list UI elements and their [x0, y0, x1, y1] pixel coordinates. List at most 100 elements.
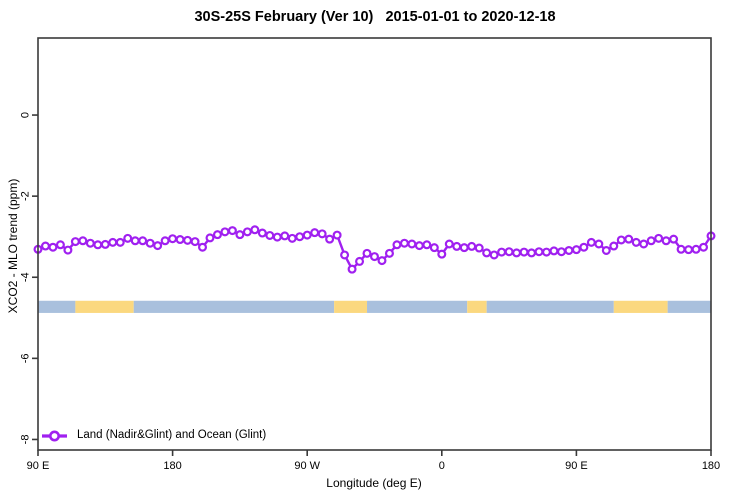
data-point: [40, 241, 50, 251]
data-point: [115, 237, 125, 247]
data-point: [265, 230, 275, 240]
data-point: [295, 232, 305, 242]
data-point: [549, 246, 559, 256]
data-point: [123, 233, 133, 243]
x-tick-label: 180: [702, 460, 720, 472]
data-point: [541, 247, 551, 257]
data-point: [384, 248, 394, 258]
data-point: [70, 237, 80, 247]
data-point: [340, 250, 350, 260]
data-point: [392, 240, 402, 250]
data-point: [138, 236, 148, 246]
data-point: [250, 225, 260, 235]
data-point: [661, 236, 671, 246]
data-point: [145, 238, 155, 248]
data-point: [571, 245, 581, 255]
y-tick-label: -4: [20, 272, 32, 282]
data-point: [190, 237, 200, 247]
data-point: [235, 230, 245, 240]
data-point: [175, 235, 185, 245]
surface-type-ocean-segment: [38, 300, 76, 313]
data-point: [646, 236, 656, 246]
x-tick-label: 180: [163, 460, 181, 472]
data-point: [631, 237, 641, 247]
data-point: [63, 245, 73, 255]
data-point: [452, 241, 462, 251]
chart-title: 30S-25S February (Ver 10) 2015-01-01 to …: [194, 9, 556, 25]
data-point: [429, 243, 439, 253]
x-axis-label: Longitude (deg E): [326, 476, 422, 490]
data-point: [362, 248, 372, 258]
data-point: [55, 240, 65, 250]
surface-type-ocean-segment: [133, 300, 335, 313]
data-point: [310, 228, 320, 238]
data-point: [280, 231, 290, 241]
data-point: [370, 252, 380, 262]
data-point: [160, 236, 170, 246]
data-point: [108, 237, 118, 247]
data-point: [332, 230, 342, 240]
data-point: [482, 248, 492, 258]
data-point: [198, 242, 208, 252]
data-point: [100, 239, 110, 249]
data-point: [444, 239, 454, 249]
data-point: [422, 240, 432, 250]
data-point: [601, 245, 611, 255]
legend-marker-icon: [48, 430, 60, 442]
data-point: [153, 241, 163, 251]
surface-type-ocean-segment: [667, 300, 711, 313]
y-tick-label: -8: [20, 435, 32, 445]
surface-type-ocean-segment: [486, 300, 614, 313]
data-point: [93, 240, 103, 250]
data-point: [212, 230, 222, 240]
x-tick-label: 90 E: [565, 460, 588, 472]
x-tick-label: 90 E: [27, 460, 50, 472]
data-point: [489, 250, 499, 260]
data-point: [512, 248, 522, 258]
data-point: [78, 236, 88, 246]
data-point: [407, 239, 417, 249]
data-point: [527, 248, 537, 258]
y-tick-label: -6: [20, 353, 32, 363]
data-point: [594, 239, 604, 249]
data-point: [564, 245, 574, 255]
data-point: [616, 235, 626, 245]
data-point: [414, 241, 424, 251]
data-point: [519, 247, 529, 257]
y-tick-label: -2: [20, 191, 32, 201]
data-point: [317, 229, 327, 239]
data-point: [556, 247, 566, 257]
data-point: [227, 226, 237, 236]
data-point: [48, 242, 58, 252]
plot-border: [37, 37, 712, 451]
data-point: [302, 230, 312, 240]
data-point: [168, 234, 178, 244]
data-point: [497, 247, 507, 257]
data-point: [669, 234, 679, 244]
x-tick-label: 90 W: [294, 460, 320, 472]
data-point: [691, 244, 701, 254]
legend-label: Land (Nadir&Glint) and Ocean (Glint): [77, 429, 267, 441]
data-point: [325, 234, 335, 244]
y-tick-label: 0: [20, 112, 32, 118]
surface-type-land-segment: [75, 300, 134, 313]
data-point: [220, 227, 230, 237]
data-point: [579, 242, 589, 252]
data-point: [347, 264, 357, 274]
data-point: [287, 233, 297, 243]
data-point: [624, 234, 634, 244]
data-point: [684, 245, 694, 255]
data-point: [437, 249, 447, 259]
data-point: [355, 256, 365, 266]
data-point: [272, 232, 282, 242]
data-point: [130, 236, 140, 246]
data-point: [699, 242, 709, 252]
data-point: [85, 238, 95, 248]
data-point: [399, 238, 409, 248]
data-point: [654, 233, 664, 243]
data-point: [257, 228, 267, 238]
data-point: [467, 241, 477, 251]
data-point: [504, 247, 514, 257]
